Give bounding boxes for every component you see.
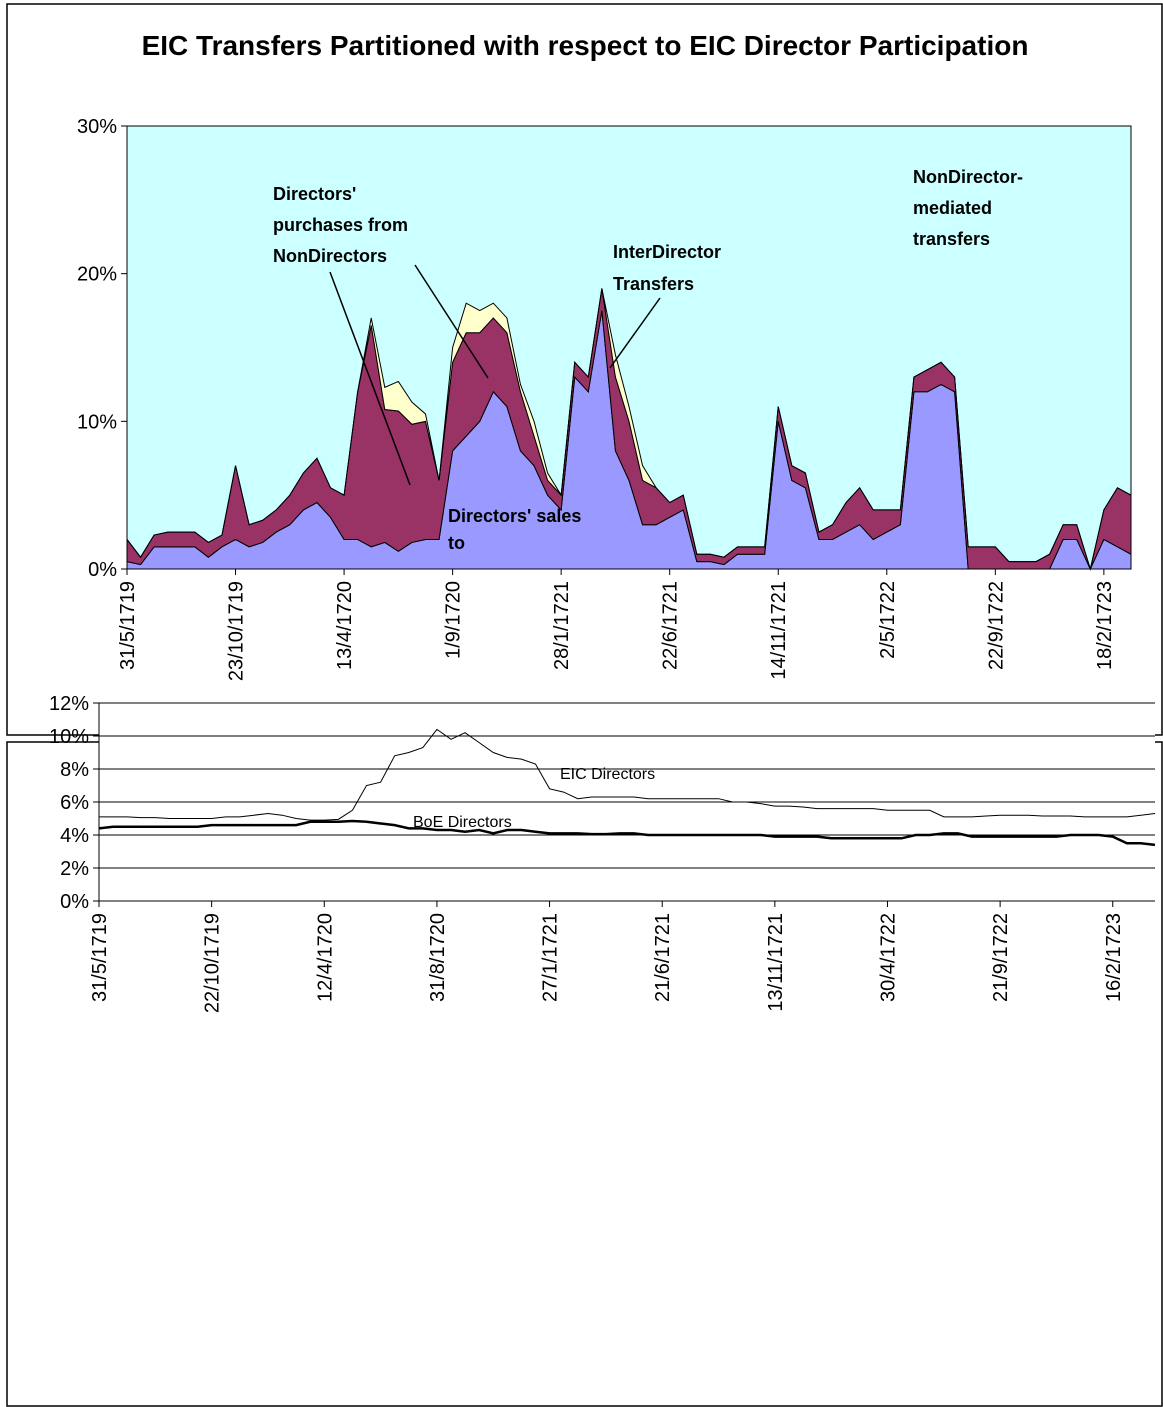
y-tick-label: 4%: [60, 825, 89, 847]
y-tick-label: 2%: [60, 858, 89, 880]
x-tick-label: 2/5/1722: [877, 581, 899, 659]
x-tick-label: 27/1/1721: [540, 913, 562, 1002]
x-tick-label: 31/5/1719: [117, 581, 139, 670]
annotation: NonDirectors: [273, 246, 387, 266]
y-tick-label: 8%: [60, 759, 89, 781]
y-tick-label: 10%: [49, 726, 89, 748]
line: [98, 819, 1156, 847]
annotation-arrow: [414, 264, 489, 379]
annotation: transfers: [913, 229, 990, 249]
x-tick-label: 22/10/1719: [202, 913, 224, 1013]
y-tick-label: 0%: [88, 559, 117, 581]
y-tick-label: 30%: [77, 116, 117, 138]
annotation: mediated: [913, 198, 992, 218]
series-label: EIC Directors: [560, 766, 655, 783]
y-tick-label: 6%: [60, 792, 89, 814]
x-tick-label: 21/9/1722: [990, 913, 1012, 1002]
series-label: BoE Directors: [413, 814, 512, 831]
y-tick-label: 10%: [77, 411, 117, 433]
x-tick-label: 18/2/1723: [1094, 581, 1116, 670]
annotation: Transfers: [613, 274, 694, 294]
annotation: NonDirector-: [913, 167, 1023, 187]
x-tick-label: 31/5/1719: [89, 913, 111, 1002]
line: [99, 728, 1156, 821]
annotation-arrow: [329, 271, 411, 486]
x-tick-label: 28/1/1721: [551, 581, 573, 670]
x-tick-label: 22/9/1722: [985, 581, 1007, 670]
annotation: purchases from: [273, 215, 408, 235]
area: [126, 288, 1132, 571]
annotation: InterDirector: [613, 242, 721, 262]
x-tick-label: 12/4/1720: [314, 913, 336, 1002]
chart-title: EIC Transfers Partitioned with respect t…: [142, 30, 1029, 61]
x-tick-label: 16/2/1723: [1103, 913, 1125, 1002]
y-tick-label: 20%: [77, 264, 117, 286]
annotation: Directors': [273, 184, 356, 204]
annotation: to: [448, 533, 465, 553]
x-tick-label: 31/8/1720: [427, 913, 449, 1002]
annotation: Directors' sales: [448, 506, 581, 526]
x-tick-label: 21/6/1721: [652, 913, 674, 1002]
annotation-arrow: [609, 297, 661, 369]
y-tick-label: 0%: [60, 891, 89, 913]
x-tick-label: 22/6/1721: [660, 581, 682, 670]
x-tick-label: 23/10/1719: [226, 581, 248, 681]
x-tick-label: 13/4/1720: [334, 581, 356, 670]
x-tick-label: 13/11/1721: [765, 913, 787, 1012]
y-tick-label: 12%: [49, 693, 89, 715]
x-tick-label: 14/11/1721: [768, 581, 790, 680]
x-tick-label: 30/4/1722: [877, 913, 899, 1002]
x-tick-label: 1/9/1720: [443, 581, 465, 659]
